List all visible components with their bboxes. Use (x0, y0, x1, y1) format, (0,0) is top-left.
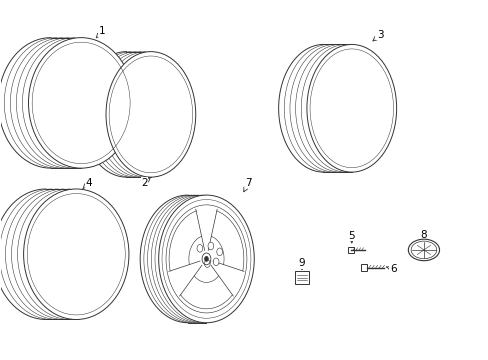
Ellipse shape (407, 239, 439, 261)
Text: 7: 7 (244, 178, 251, 192)
Ellipse shape (106, 51, 195, 177)
Text: 6: 6 (386, 264, 396, 274)
Polygon shape (169, 211, 206, 271)
Ellipse shape (216, 248, 222, 256)
Text: 9: 9 (298, 258, 305, 269)
Text: 8: 8 (420, 230, 427, 239)
Ellipse shape (23, 189, 129, 319)
Ellipse shape (158, 195, 254, 323)
Ellipse shape (213, 258, 219, 266)
Bar (295, 271, 308, 284)
Bar (347, 247, 353, 253)
Text: 4: 4 (82, 178, 92, 189)
Ellipse shape (204, 260, 210, 267)
Ellipse shape (28, 38, 134, 168)
Bar (360, 264, 366, 271)
Polygon shape (206, 211, 244, 271)
Ellipse shape (306, 44, 396, 172)
Text: 2: 2 (141, 177, 150, 188)
Ellipse shape (197, 244, 203, 252)
Text: 3: 3 (372, 30, 383, 41)
Text: 5: 5 (348, 231, 354, 243)
Text: 1: 1 (96, 26, 105, 38)
Ellipse shape (204, 257, 208, 261)
Polygon shape (180, 259, 232, 309)
Ellipse shape (207, 242, 213, 250)
